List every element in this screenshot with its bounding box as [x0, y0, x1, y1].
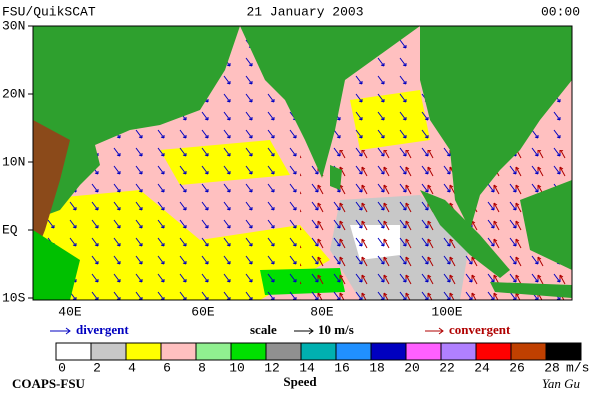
land [330, 165, 342, 190]
land [33, 26, 240, 220]
land [420, 190, 510, 278]
colorbar-swatch [195, 342, 232, 361]
colorbar-label: 26 [509, 360, 525, 375]
lat-label: EQ [2, 222, 18, 237]
land-high [33, 120, 70, 260]
scale-label: scale [250, 322, 277, 337]
lon-label: 60E [191, 304, 215, 319]
map-frame [32, 25, 573, 301]
header-center: 21 January 2003 [246, 4, 363, 19]
colorbar-swatch [300, 342, 337, 361]
colorbar-label: 16 [334, 360, 350, 375]
colorbar-label: 6 [163, 360, 171, 375]
colorbar-label: 2 [93, 360, 101, 375]
lat-label: 30N [2, 18, 25, 33]
scale-arrow [294, 327, 314, 335]
footer-right: Yan Gu [542, 376, 581, 391]
colorbar-label: 10 [229, 360, 245, 375]
colorbar-swatch [160, 342, 197, 361]
colorbar-label: 0 [58, 360, 66, 375]
colorbar-label: 22 [439, 360, 455, 375]
colorbar-label: 14 [299, 360, 315, 375]
land [520, 180, 572, 270]
colorbar-swatch [125, 342, 162, 361]
colorbar-label: 28 [544, 360, 560, 375]
lat-axis: 30N 20N 10N EQ 10S [2, 18, 33, 305]
lat-label: 10N [2, 154, 25, 169]
legend: divergent scale 10 m/s convergent [50, 322, 511, 337]
convergent-arrow [425, 327, 444, 335]
colorbar-swatch [230, 342, 267, 361]
colorbar-label: 12 [264, 360, 280, 375]
colorbar-swatch [370, 342, 407, 361]
land [420, 26, 572, 230]
lon-label: 100E [431, 304, 462, 319]
colorbar-swatch [405, 342, 442, 361]
colorbar-swatch [90, 342, 127, 361]
land [240, 26, 420, 178]
footer-left: COAPS-FSU [12, 376, 86, 391]
convergent-label: convergent [449, 322, 511, 337]
divergent-arrow [50, 327, 71, 335]
colorbar-swatch [55, 342, 92, 361]
colorbar-label: 8 [198, 360, 206, 375]
colorbar-swatch [265, 342, 302, 361]
colorbar-swatch [510, 342, 547, 361]
colorbar: 0 2 4 6 8 10 12 14 16 18 20 22 24 26 28 m/s [55, 342, 589, 375]
lat-label: 10S [2, 290, 26, 305]
lon-label: 40E [58, 304, 82, 319]
lon-label: 80E [310, 304, 334, 319]
colorbar-swatch [545, 342, 582, 361]
lon-axis: 40E 60E 80E 100E [58, 304, 462, 319]
colorbar-swatch [440, 342, 477, 361]
colorbar-label: 24 [474, 360, 490, 375]
divergent-label: divergent [76, 322, 129, 337]
colorbar-swatch [335, 342, 372, 361]
scale-value: 10 m/s [318, 322, 354, 337]
colorbar-title: Speed [283, 374, 317, 389]
lat-label: 20N [2, 86, 25, 101]
header-right: 00:00 [541, 4, 580, 19]
colorbar-swatch [475, 342, 512, 361]
map [32, 25, 573, 301]
header-left: FSU/QuikSCAT [2, 4, 96, 19]
colorbar-unit: m/s [566, 360, 589, 375]
colorbar-label: 18 [369, 360, 385, 375]
land [33, 230, 80, 300]
land [490, 282, 572, 298]
colorbar-label: 20 [404, 360, 420, 375]
colorbar-label: 4 [128, 360, 136, 375]
